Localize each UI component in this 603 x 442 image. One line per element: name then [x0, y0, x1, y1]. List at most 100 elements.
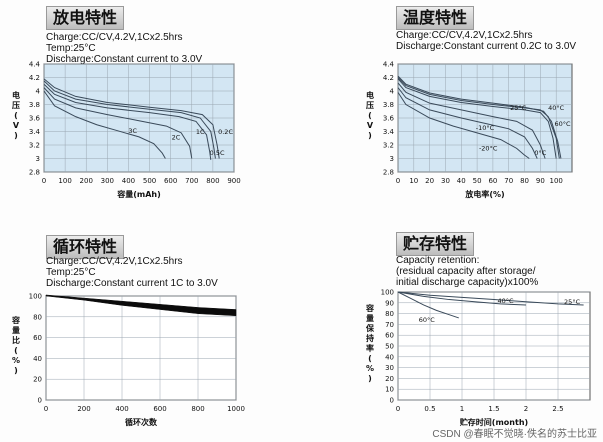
y-tick-label: 40 — [385, 353, 394, 361]
y-tick-label: 50 — [385, 343, 394, 351]
series-label: 0.2C — [218, 128, 233, 136]
y-tick-label: 3.8 — [29, 101, 40, 109]
x-tick-label: 800 — [206, 177, 219, 185]
series-line — [397, 78, 557, 159]
x-tick-label: 600 — [153, 405, 166, 413]
y-tick-label: 60 — [385, 332, 394, 340]
y-tick-label: 3.6 — [29, 115, 41, 123]
x-tick-label: 100 — [58, 177, 71, 185]
x-tick-label: 60 — [488, 177, 497, 185]
y-axis-label: ( — [14, 346, 18, 355]
x-tick-label: 0 — [42, 177, 46, 185]
series-label: 40°C — [548, 104, 565, 112]
x-tick-label: 30 — [441, 177, 450, 185]
series-line — [397, 291, 459, 319]
y-axis-label: ( — [368, 111, 372, 120]
x-tick-label: 1.5 — [488, 405, 499, 413]
info-line: Discharge:Constant current to 3.0V — [46, 54, 203, 65]
x-tick-label: 400 — [115, 405, 128, 413]
series-line — [43, 87, 193, 159]
info-line: Charge:CC/CV,4.2V,1Cx2.5hrs — [396, 30, 533, 41]
panel-temperature: 温度特性 Charge:CC/CV,4.2V,1Cx2.5hrs Dischar… — [300, 0, 603, 220]
x-tick-label: 0 — [396, 405, 400, 413]
series-label: -20°C — [479, 144, 498, 152]
y-tick-label: 10 — [385, 386, 394, 394]
series-label: 3C — [128, 127, 137, 135]
chart-storage: 0 10 20 30 40 50 60 70 80 90 100 0 0.5 1 1.5 2 2.5 贮存时间(m… — [365, 289, 591, 427]
x-tick-label: 500 — [143, 177, 156, 185]
y-axis-label: 容 — [365, 303, 374, 313]
x-tick-label: 0 — [44, 405, 48, 413]
x-tick-label: 70 — [504, 177, 513, 185]
info-line: Temp:25°C — [46, 43, 96, 54]
info-line: (residual capacity after storage/ — [396, 266, 536, 277]
series-line — [397, 77, 560, 159]
x-tick-label: 90 — [536, 177, 545, 185]
panel-title: 循环特性 — [46, 235, 125, 259]
x-tick-label: 100 — [549, 177, 562, 185]
x-axis-label: 循环次数 — [124, 417, 158, 427]
y-tick-label: 3.2 — [383, 142, 394, 150]
y-tick-label: 3.4 — [29, 128, 41, 136]
series-label: 60°C — [554, 120, 571, 128]
y-tick-label: 40 — [33, 355, 42, 363]
y-axis-label: 保 — [365, 323, 375, 333]
series-line — [43, 90, 166, 159]
series-label: 1C — [196, 128, 205, 136]
info-line: Discharge:Constant current 0.2C to 3.0V — [396, 41, 577, 52]
x-tick-label: 80 — [520, 177, 529, 185]
y-tick-label: 3.8 — [383, 101, 394, 109]
info-line: Charge:CC/CV,4.2V,1Cx2.5hrs — [46, 256, 183, 267]
y-axis-label: 电 — [366, 90, 374, 100]
y-tick-label: 4 — [390, 88, 395, 96]
y-axis-label: ( — [368, 354, 372, 363]
y-axis-label: ) — [368, 374, 372, 383]
y-tick-label: 4.2 — [383, 74, 394, 82]
series-line — [43, 80, 216, 159]
y-tick-label: 2.8 — [29, 169, 40, 177]
series-label: 25°C — [510, 104, 527, 112]
y-tick-label: 20 — [385, 375, 394, 383]
x-tick-label: 2 — [524, 405, 528, 413]
y-axis-label: 压 — [12, 101, 20, 110]
panel-cycle: 循环特性 Charge:CC/CV,4.2V,1Cx2.5hrs Temp:25… — [0, 225, 300, 442]
y-tick-label: 3 — [390, 155, 394, 163]
y-tick-label: 0 — [38, 397, 42, 405]
y-tick-label: 30 — [385, 364, 394, 372]
x-tick-label: 50 — [473, 177, 482, 185]
panel-title: 贮存特性 — [396, 232, 475, 256]
series-line — [397, 291, 527, 306]
x-tick-label: 400 — [122, 177, 135, 185]
y-axis-label: 比 — [12, 335, 20, 345]
y-tick-label: 100 — [29, 293, 42, 301]
y-tick-label: 2.8 — [383, 169, 394, 177]
series-label: 25°C — [564, 298, 581, 306]
x-tick-label: 900 — [227, 177, 240, 185]
series-label: 0.5C — [210, 149, 225, 157]
x-tick-label: 300 — [101, 177, 114, 185]
x-axis-label: 贮存时间(month) — [459, 417, 528, 427]
y-tick-label: 20 — [33, 376, 42, 384]
y-axis-label: ( — [14, 111, 18, 120]
y-axis-label: V — [367, 121, 374, 130]
series-line — [43, 83, 212, 160]
y-axis-label: V — [13, 121, 20, 130]
panel-title: 放电特性 — [46, 6, 125, 30]
series-label: 40°C — [497, 297, 514, 305]
series-label: 2C — [172, 134, 181, 142]
x-tick-label: 800 — [191, 405, 204, 413]
chart-temperature: 2.8 3 3.2 3.4 3.6 3.8 4 4.2 4.4 0 10 20 30 40 50 60 70 80… — [366, 61, 573, 199]
series-line — [397, 75, 562, 159]
x-tick-label: 0.5 — [424, 405, 435, 413]
x-tick-label: 200 — [77, 405, 90, 413]
info-line: Discharge:Constant current 1C to 3.0V — [46, 278, 218, 289]
y-tick-label: 80 — [385, 310, 394, 318]
y-tick-label: 4.4 — [383, 61, 395, 69]
info-line: Temp:25°C — [46, 267, 96, 278]
x-axis-label: 放电率(%) — [464, 189, 504, 199]
y-axis-label: 容 — [11, 315, 20, 325]
y-tick-label: 4 — [36, 88, 41, 96]
panel-title: 温度特性 — [396, 6, 475, 30]
x-tick-label: 600 — [164, 177, 177, 185]
